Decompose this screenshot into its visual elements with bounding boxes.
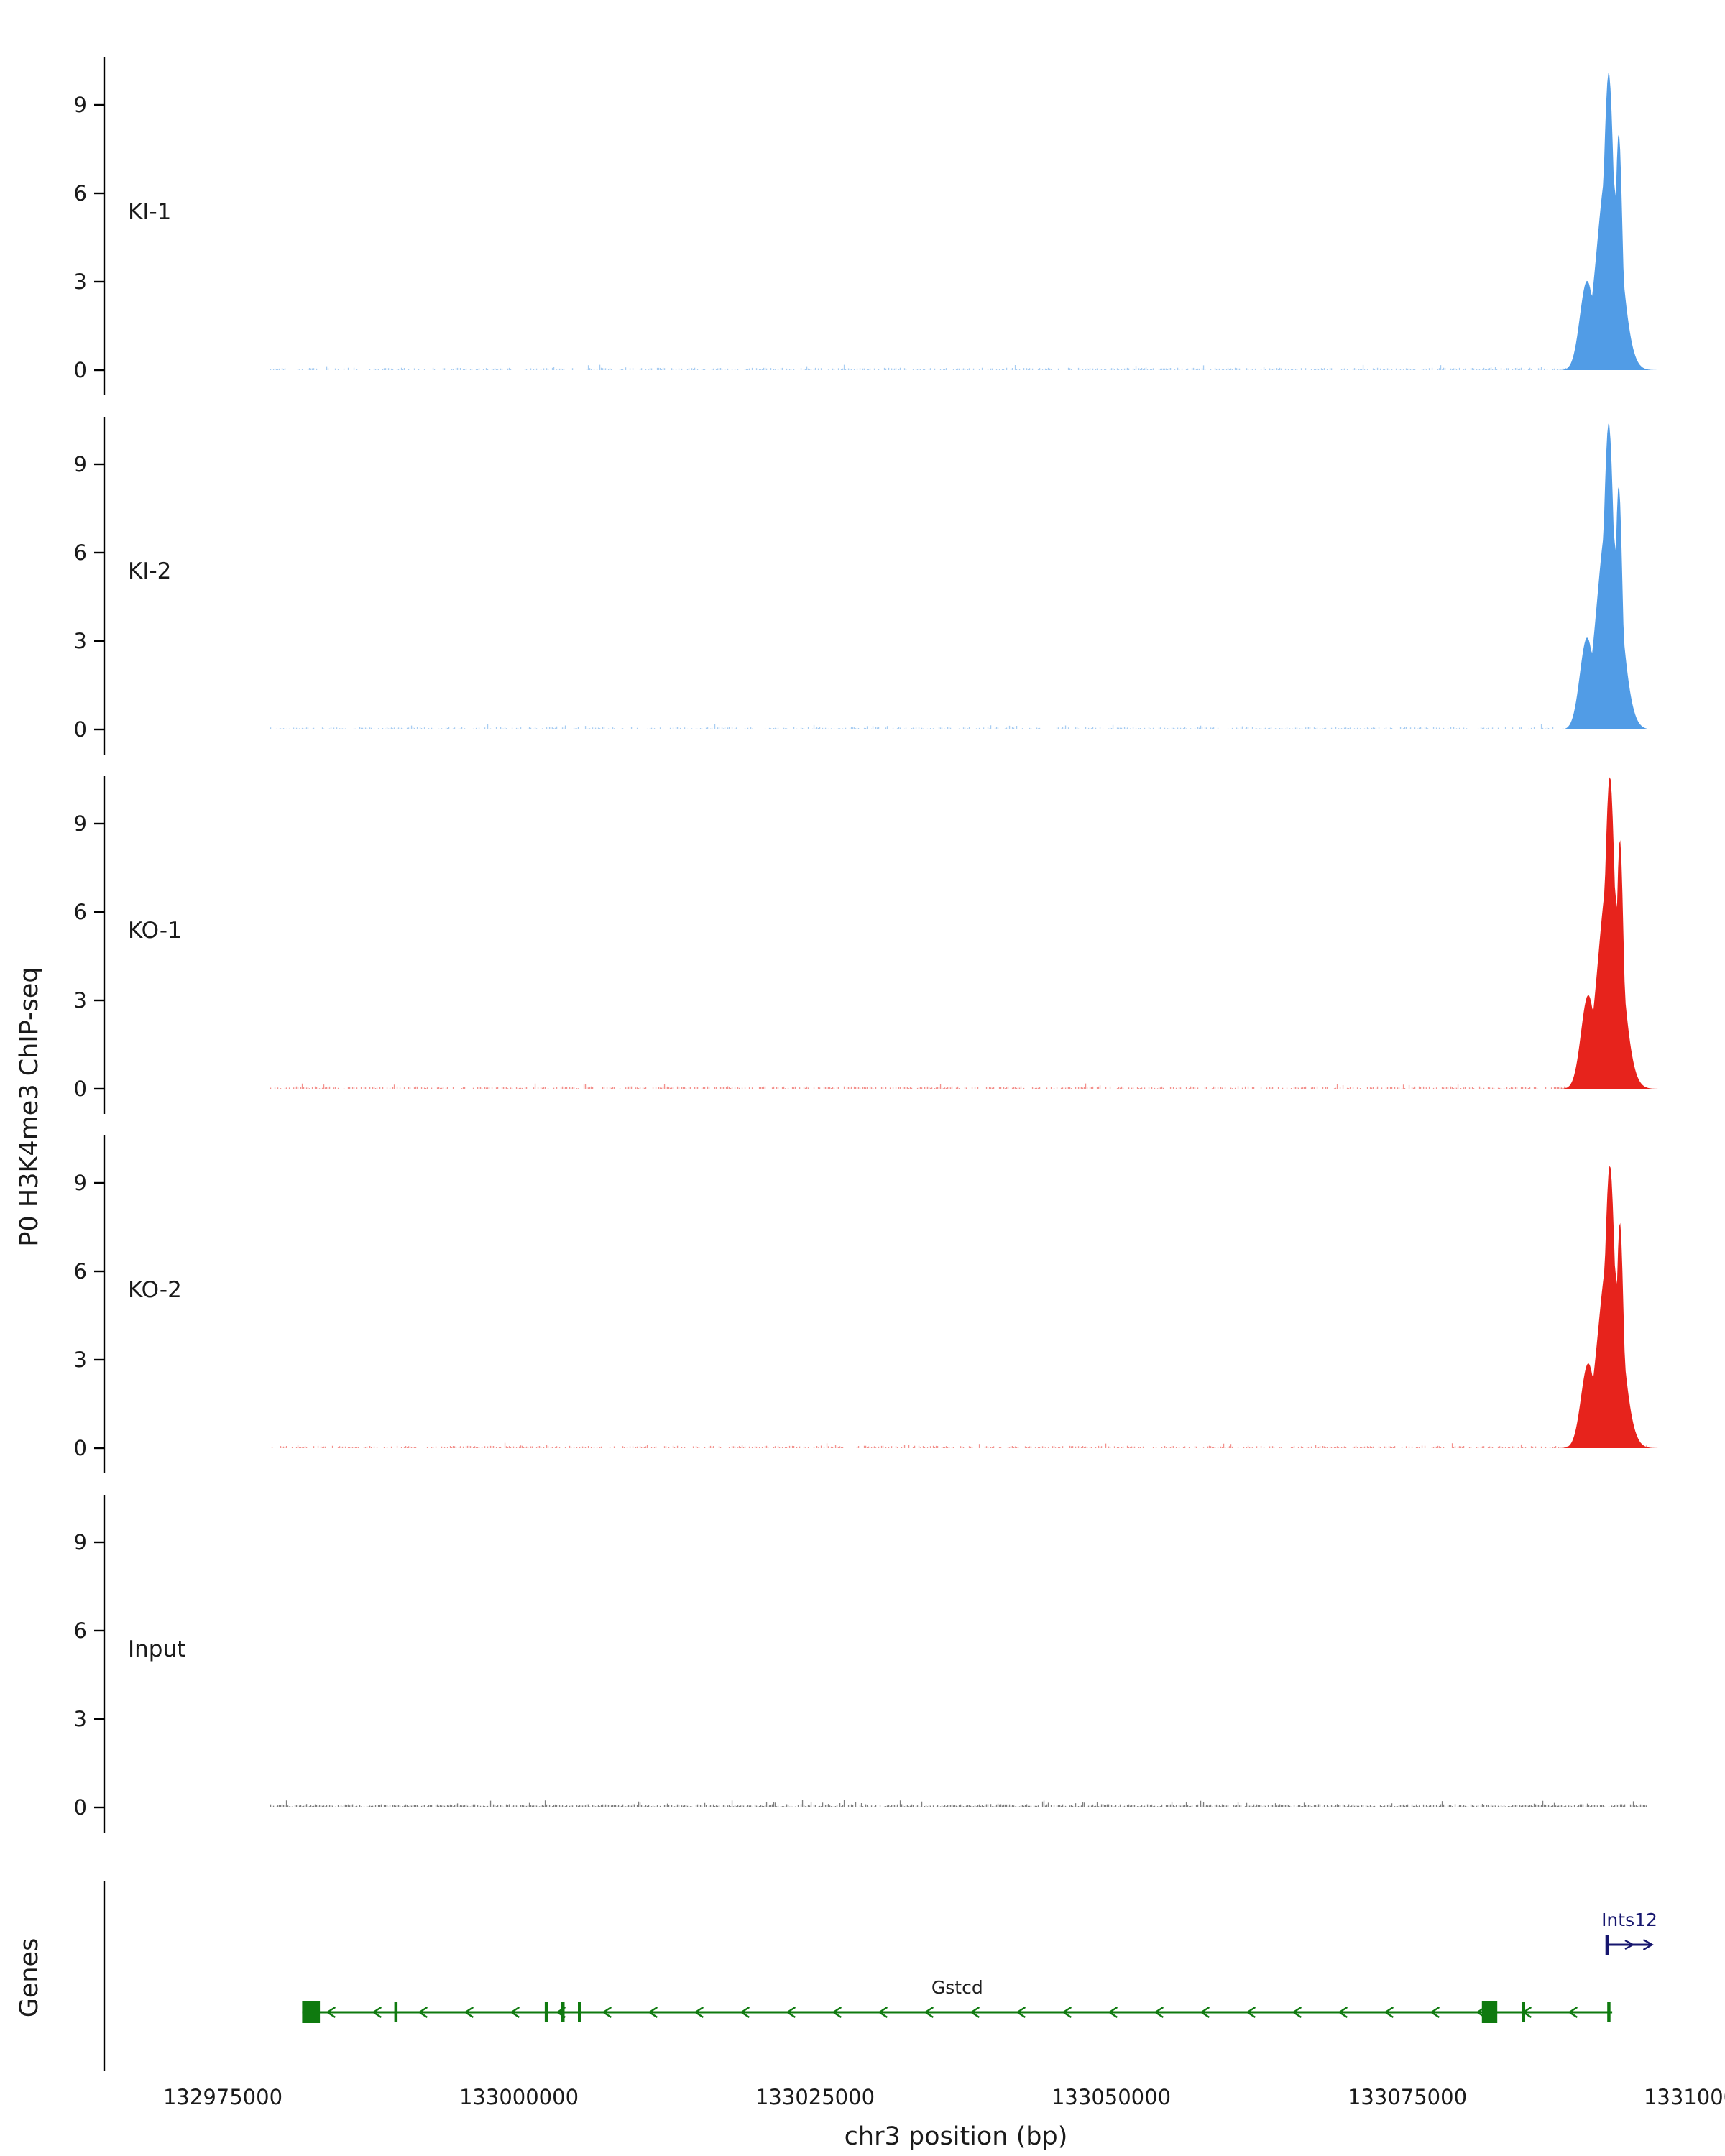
coverage-peak-KI-1 bbox=[1540, 73, 1678, 371]
strand-arrow-icons bbox=[1624, 1938, 1654, 1951]
y-tick-label: 3 bbox=[74, 1348, 87, 1372]
track-label-Input: Input bbox=[128, 1636, 185, 1662]
x-tick-label: 132975000 bbox=[163, 2085, 282, 2109]
y-tick-label: 3 bbox=[74, 988, 87, 1013]
y-tick-label: 0 bbox=[74, 1077, 87, 1101]
coverage-noise-Input bbox=[270, 1800, 1647, 1807]
y-tick-label: 6 bbox=[74, 1618, 87, 1643]
track-label-KI-1: KI-1 bbox=[128, 199, 171, 225]
coverage-noise-KO-1 bbox=[270, 1083, 1647, 1089]
y-tick-label: 0 bbox=[74, 358, 87, 382]
track-label-KI-2: KI-2 bbox=[128, 558, 171, 584]
coverage-noise-KI-1 bbox=[270, 364, 1647, 370]
y-tick-label: 9 bbox=[74, 1171, 87, 1195]
x-tick-label: 133000000 bbox=[459, 2085, 579, 2109]
coverage-peak-KO-1 bbox=[1541, 777, 1678, 1089]
y-tick-label: 0 bbox=[74, 1795, 87, 1820]
y-tick-label: 3 bbox=[74, 629, 87, 653]
gene-label-Ints12: Ints12 bbox=[1601, 1909, 1657, 1930]
y-tick-label: 0 bbox=[74, 717, 87, 742]
y-tick-label: 9 bbox=[74, 811, 87, 836]
y-tick-label: 9 bbox=[74, 1530, 87, 1554]
gene-label-Gstcd: Gstcd bbox=[932, 1977, 983, 1998]
gene-exons bbox=[1605, 1935, 1609, 1955]
x-axis-label: chr3 position (bp) bbox=[845, 2122, 1068, 2151]
strand-arrow-icons bbox=[326, 2006, 1578, 2019]
genes-panel: Ints12 Gstcd bbox=[103, 1881, 1657, 2071]
track-label-KO-2: KO-2 bbox=[128, 1277, 182, 1303]
coverage-noise-KO-2 bbox=[271, 1442, 1647, 1448]
y-tick-label: 9 bbox=[74, 93, 87, 117]
x-tick-label: 133075000 bbox=[1348, 2085, 1467, 2109]
y-tick-label: 6 bbox=[74, 900, 87, 924]
x-tick-label: 133050000 bbox=[1052, 2085, 1171, 2109]
y-tick-label: 6 bbox=[74, 181, 87, 206]
track-Input: 0 3 6 9 Input bbox=[74, 1495, 1647, 1833]
gene-Ints12: Ints12 bbox=[1601, 1909, 1657, 1955]
y-tick-label: 0 bbox=[74, 1436, 87, 1460]
x-tick-label: 133100000 bbox=[1644, 2085, 1725, 2109]
track-label-KO-1: KO-1 bbox=[128, 918, 182, 944]
tracks-layer: 0 3 6 9 KI-1 0 3 6 9 KI-2 0 3 6 9 KO-1 0 3 6 9 KO-2 0 3 6 9 Inpu… bbox=[74, 57, 1678, 1833]
y-tick-label: 9 bbox=[74, 452, 87, 476]
gene-Gstcd: Gstcd bbox=[302, 1977, 1613, 2023]
x-tick-label: 133025000 bbox=[755, 2085, 875, 2109]
coverage-peak-KI-2 bbox=[1540, 423, 1678, 729]
chipseq-y-axis-label: P0 H3K4me3 ChIP-seq bbox=[15, 967, 44, 1246]
track-KO-1: 0 3 6 9 KO-1 bbox=[74, 776, 1678, 1114]
y-tick-label: 6 bbox=[74, 1259, 87, 1284]
track-KI-1: 0 3 6 9 KI-1 bbox=[74, 57, 1678, 395]
track-KO-2: 0 3 6 9 KO-2 bbox=[74, 1135, 1678, 1473]
gene-exons bbox=[302, 2001, 1611, 2023]
coverage-peak-KO-2 bbox=[1541, 1166, 1678, 1448]
y-tick-label: 6 bbox=[74, 540, 87, 565]
track-KI-2: 0 3 6 9 KI-2 bbox=[74, 417, 1678, 755]
x-axis-layer: 132975000 133000000 133025000 133050000 1330… bbox=[163, 2085, 1725, 2109]
genes-panel-label: Genes bbox=[15, 1938, 44, 2018]
coverage-noise-KI-2 bbox=[270, 724, 1647, 729]
y-tick-label: 3 bbox=[74, 270, 87, 294]
y-tick-label: 3 bbox=[74, 1707, 87, 1731]
